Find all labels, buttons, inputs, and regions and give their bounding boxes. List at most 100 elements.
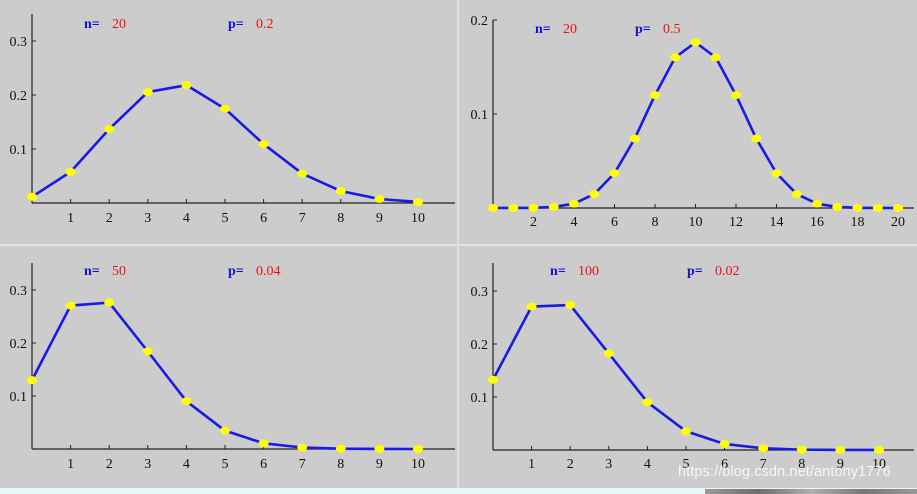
p-value: 0.04 — [256, 264, 281, 279]
chart-panel-n20-p05: 0.1 0.2 2 4 6 8 10 12 14 16 18 20 n= 20 p= 0.5 — [459, 0, 917, 244]
data-point-marker — [603, 349, 614, 358]
x-tick-label: 10 — [872, 457, 886, 472]
data-point-marker — [681, 427, 691, 436]
x-tick-label: 20 — [891, 215, 905, 230]
n-label: n= — [550, 264, 566, 279]
x-tick-label: 10 — [689, 215, 703, 230]
data-point-marker — [220, 104, 230, 113]
bottom-image-fragment — [705, 489, 917, 494]
x-tick-label: 6 — [611, 215, 618, 230]
data-point-marker — [181, 81, 192, 90]
horizontal-divider — [0, 244, 917, 246]
x-tick-label: 8 — [337, 211, 344, 226]
x-tick-label: 7 — [299, 211, 306, 226]
y-tick-label: 0.1 — [10, 143, 28, 158]
x-tick-label: 18 — [851, 215, 865, 230]
n-value: 20 — [563, 22, 577, 37]
data-point-marker — [642, 398, 653, 407]
data-point-marker — [589, 190, 600, 199]
data-point-marker — [893, 203, 903, 212]
x-tick-label: 2 — [106, 211, 113, 226]
data-point-marker — [852, 203, 863, 212]
chart-panel-n50-p004: 0.1 0.2 0.3 1 2 3 4 5 6 7 8 9 10 n= 50 p= 0.04 — [0, 246, 457, 488]
data-point-marker — [181, 397, 192, 406]
data-point-marker — [526, 302, 537, 311]
data-point-marker — [220, 426, 230, 435]
data-point-marker — [413, 197, 423, 206]
data-point-marker — [27, 192, 37, 201]
n-value: 100 — [578, 264, 599, 279]
data-point-marker — [104, 298, 115, 307]
data-point-marker — [142, 347, 153, 356]
y-tick-label: 0.2 — [471, 14, 489, 29]
data-point-marker — [374, 195, 385, 204]
x-tick-label: 4 — [571, 215, 578, 230]
x-tick-label: 8 — [337, 457, 344, 472]
n-label: n= — [84, 264, 100, 279]
y-tick-label: 0.3 — [10, 35, 28, 50]
x-tick-label: 5 — [222, 211, 229, 226]
x-tick-label: 2 — [106, 457, 113, 472]
data-point-marker — [565, 301, 576, 310]
distribution-line — [492, 41, 899, 210]
data-point-marker — [719, 439, 730, 448]
chart-plot: 0.1 0.2 2 4 6 8 10 12 14 16 18 20 n= 20 p= 0.5 — [471, 14, 914, 230]
data-point-marker — [650, 91, 660, 100]
data-point-marker — [374, 444, 385, 453]
x-tick-label: 6 — [260, 211, 267, 226]
x-tick-label: 5 — [683, 457, 690, 472]
chart-panel-n100-p002: 0.1 0.2 0.3 1 2 3 4 5 6 7 8 9 10 n= 100 p= 0.02 — [459, 246, 917, 488]
y-tick-label: 0.2 — [10, 89, 28, 104]
data-point-marker — [771, 169, 782, 178]
x-tick-label: 2 — [530, 215, 537, 230]
data-point-marker — [758, 444, 769, 453]
p-label: p= — [635, 22, 651, 37]
data-point-marker — [690, 38, 701, 47]
data-point-marker — [832, 202, 843, 211]
x-tick-label: 4 — [183, 211, 190, 226]
data-point-marker — [548, 202, 559, 211]
y-tick-label: 0.2 — [10, 337, 28, 352]
data-point-marker — [609, 169, 620, 178]
y-tick-label: 0.1 — [10, 390, 28, 405]
x-tick-label: 9 — [376, 457, 383, 472]
bottom-strip — [0, 488, 917, 494]
data-point-marker — [812, 199, 822, 208]
data-point-marker — [27, 376, 37, 385]
data-point-marker — [796, 445, 807, 454]
chart-plot: 0.1 0.2 0.3 1 2 3 4 5 6 7 8 9 10 n= 100 p= 0.02 — [471, 263, 914, 472]
y-tick-label: 0.1 — [471, 391, 489, 406]
x-tick-label: 3 — [144, 457, 151, 472]
y-tick-label: 0.1 — [471, 108, 489, 123]
chart-panel-n20-p02: 0.1 0.2 0.3 1 2 3 4 5 6 7 8 9 10 n= 20 p= 0.2 — [0, 0, 457, 244]
data-point-marker — [629, 134, 640, 143]
data-point-marker — [670, 53, 681, 62]
data-point-marker — [335, 187, 346, 196]
p-label: p= — [228, 17, 244, 32]
data-point-marker — [508, 203, 519, 212]
data-point-marker — [488, 375, 498, 384]
data-point-marker — [751, 134, 762, 143]
data-point-marker — [104, 125, 115, 134]
y-tick-label: 0.3 — [10, 284, 28, 299]
x-tick-label: 4 — [644, 457, 651, 472]
x-tick-label: 16 — [810, 215, 824, 230]
x-tick-label: 3 — [605, 457, 612, 472]
chart-plot: 0.1 0.2 0.3 1 2 3 4 5 6 7 8 9 10 n= 50 p= 0.04 — [10, 263, 455, 472]
data-point-marker — [297, 443, 308, 452]
p-value: 0.2 — [256, 17, 274, 32]
x-tick-label: 7 — [299, 457, 306, 472]
n-value: 50 — [112, 264, 126, 279]
chart-plot: 0.1 0.2 0.3 1 2 3 4 5 6 7 8 9 10 n= 20 p= 0.2 — [10, 14, 455, 226]
data-point-marker — [874, 445, 884, 454]
data-point-marker — [488, 203, 498, 212]
data-point-marker — [710, 53, 721, 62]
x-tick-label: 7 — [760, 457, 767, 472]
x-tick-label: 5 — [222, 457, 229, 472]
data-point-marker — [297, 169, 308, 178]
data-point-marker — [65, 301, 76, 310]
x-tick-label: 10 — [411, 457, 425, 472]
n-label: n= — [535, 22, 551, 37]
x-tick-label: 9 — [837, 457, 844, 472]
y-tick-label: 0.3 — [471, 285, 489, 300]
